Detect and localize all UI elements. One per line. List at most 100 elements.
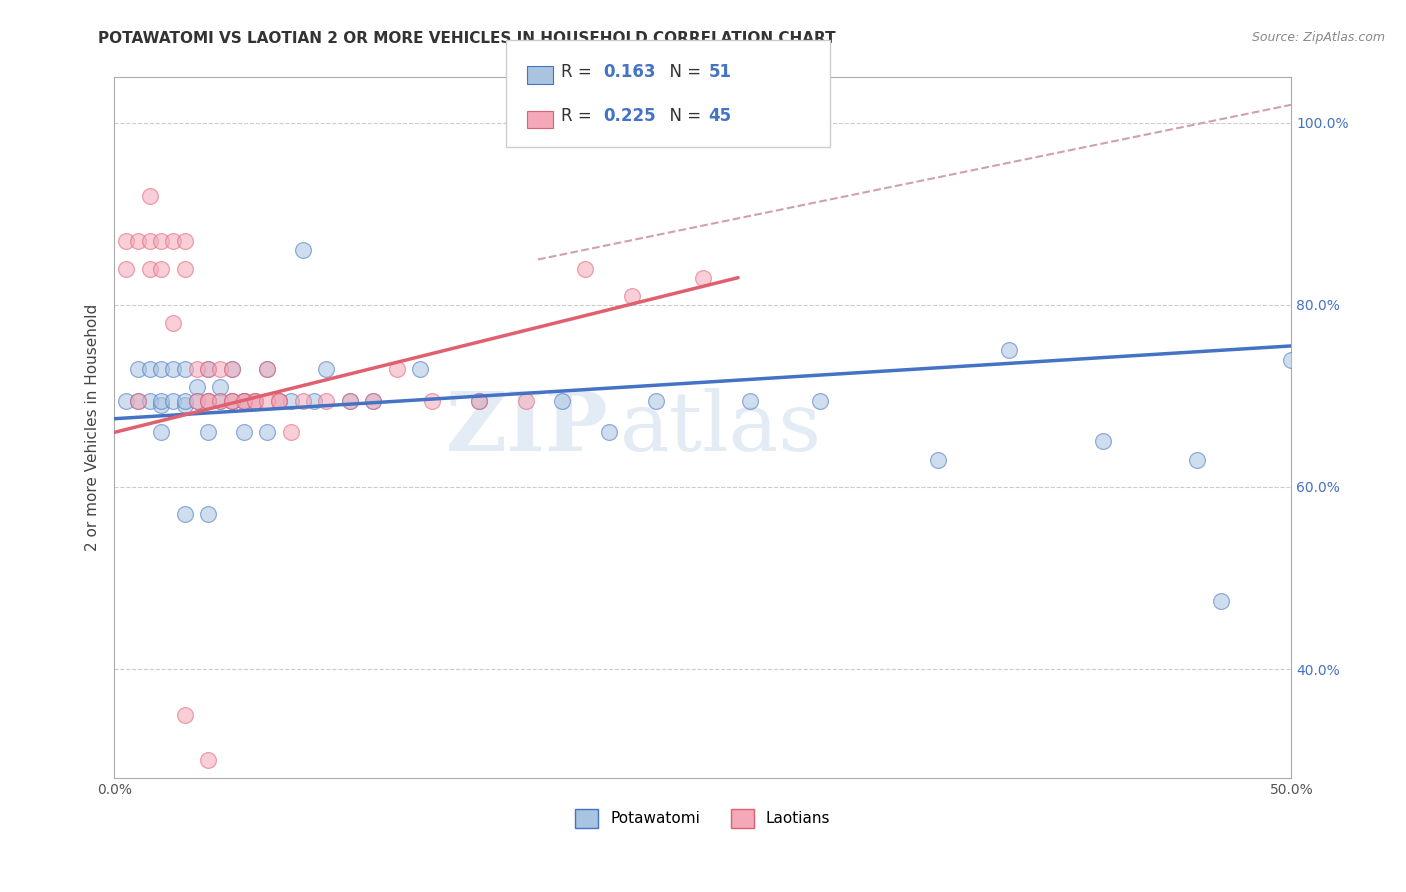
Point [173, 398, 195, 412]
Point [361, 393, 384, 408]
Point [1279, 352, 1302, 367]
Point [315, 393, 337, 408]
Point [221, 393, 243, 408]
Point [515, 393, 537, 408]
Point [339, 393, 361, 408]
Point [232, 393, 254, 408]
Point [197, 425, 219, 440]
Point [173, 261, 195, 276]
Point [173, 234, 195, 248]
Point [197, 393, 219, 408]
Point [280, 393, 302, 408]
Point [138, 361, 160, 376]
Point [291, 244, 314, 258]
Point [598, 425, 620, 440]
Point [127, 393, 149, 408]
Text: R =: R = [561, 107, 598, 125]
Point [150, 398, 173, 412]
Point [692, 270, 714, 285]
Point [304, 393, 326, 408]
Point [267, 393, 290, 408]
Point [256, 393, 278, 408]
Point [162, 393, 184, 408]
Point [1185, 452, 1208, 467]
Point [385, 361, 408, 376]
Point [420, 393, 443, 408]
Point [221, 393, 243, 408]
Point [115, 393, 138, 408]
Point [221, 393, 243, 408]
Point [115, 261, 138, 276]
Point [291, 393, 314, 408]
Point [245, 393, 267, 408]
Text: ZIP: ZIP [446, 388, 609, 467]
Point [468, 393, 491, 408]
Point [361, 393, 384, 408]
Point [150, 393, 173, 408]
Point [221, 361, 243, 376]
Point [115, 234, 138, 248]
Point [267, 393, 290, 408]
Point [138, 393, 160, 408]
Text: 0.225: 0.225 [603, 107, 655, 125]
Point [186, 380, 208, 394]
Point [209, 393, 232, 408]
Point [127, 393, 149, 408]
Text: 45: 45 [709, 107, 731, 125]
Text: R =: R = [561, 63, 598, 81]
Point [280, 425, 302, 440]
Point [197, 753, 219, 767]
Point [574, 261, 596, 276]
Point [468, 393, 491, 408]
Point [197, 508, 219, 522]
Point [315, 361, 337, 376]
Point [550, 393, 572, 408]
Text: POTAWATOMI VS LAOTIAN 2 OR MORE VEHICLES IN HOUSEHOLD CORRELATION CHART: POTAWATOMI VS LAOTIAN 2 OR MORE VEHICLES… [98, 31, 837, 46]
Point [162, 361, 184, 376]
Point [232, 393, 254, 408]
Point [232, 425, 254, 440]
Point [339, 393, 361, 408]
Point [232, 393, 254, 408]
Point [138, 261, 160, 276]
Point [173, 361, 195, 376]
Point [138, 234, 160, 248]
Point [162, 316, 184, 330]
Point [738, 393, 761, 408]
Point [150, 234, 173, 248]
Point [209, 393, 232, 408]
Point [256, 425, 278, 440]
Point [150, 361, 173, 376]
Point [173, 393, 195, 408]
Y-axis label: 2 or more Vehicles in Household: 2 or more Vehicles in Household [86, 304, 100, 551]
Text: Source: ZipAtlas.com: Source: ZipAtlas.com [1251, 31, 1385, 45]
Point [256, 361, 278, 376]
Point [138, 188, 160, 202]
Text: N =: N = [659, 107, 707, 125]
Point [197, 393, 219, 408]
Point [221, 361, 243, 376]
Point [186, 393, 208, 408]
Point [256, 361, 278, 376]
Text: 51: 51 [709, 63, 731, 81]
Text: atlas: atlas [620, 388, 823, 467]
Point [1209, 593, 1232, 607]
Point [209, 380, 232, 394]
Point [127, 234, 149, 248]
Point [173, 707, 195, 722]
Point [644, 393, 666, 408]
Point [150, 425, 173, 440]
Point [232, 393, 254, 408]
Point [810, 393, 832, 408]
Point [209, 361, 232, 376]
Point [197, 361, 219, 376]
Point [409, 361, 432, 376]
Point [127, 361, 149, 376]
Point [245, 393, 267, 408]
Text: N =: N = [659, 63, 707, 81]
Point [186, 361, 208, 376]
Legend: Potawatomi, Laotians: Potawatomi, Laotians [569, 803, 837, 834]
Point [998, 343, 1021, 358]
Point [186, 393, 208, 408]
Point [150, 261, 173, 276]
